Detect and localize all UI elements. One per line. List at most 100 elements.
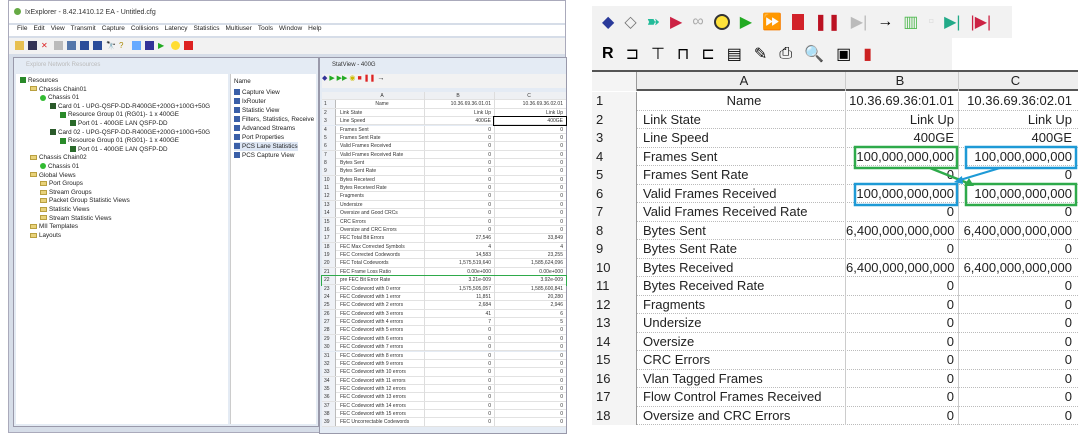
cell[interactable]: 0: [494, 351, 566, 360]
menu-multiuser[interactable]: Multiuser: [225, 25, 252, 32]
cell[interactable]: 0: [958, 166, 1078, 185]
column-header-b[interactable]: B: [424, 92, 494, 100]
menu-file[interactable]: File: [17, 25, 28, 32]
cell[interactable]: Bytes Received Rate: [340, 185, 387, 192]
clock-icon[interactable]: ◉: [349, 75, 356, 82]
cell[interactable]: Flow Control Frames Received: [643, 389, 822, 404]
tree-item[interactable]: Resource Group 01 (RG01)- 1 x 400GE: [60, 111, 179, 119]
cell[interactable]: 0: [494, 418, 566, 427]
cell[interactable]: 0: [494, 133, 566, 142]
cell[interactable]: Oversize and Good CRCs: [340, 210, 398, 217]
tree-item[interactable]: Chassis 01: [40, 94, 79, 102]
open-icon[interactable]: [15, 41, 24, 50]
cell[interactable]: 6,400,000,000,000: [845, 258, 958, 277]
cell[interactable]: 33,849: [494, 234, 566, 243]
tree-item[interactable]: Chassis 01: [40, 163, 79, 171]
cell[interactable]: 0: [494, 192, 566, 201]
cell[interactable]: Link Up: [845, 110, 958, 129]
cell[interactable]: Link State: [340, 109, 363, 116]
cell[interactable]: 41: [424, 309, 494, 318]
cell[interactable]: 0: [845, 277, 958, 296]
cell[interactable]: 6,400,000,000,000: [958, 258, 1078, 277]
cell[interactable]: FEC Uncorrectable Codewords: [340, 419, 410, 426]
cell[interactable]: 0: [845, 240, 958, 259]
columns-icon[interactable]: [93, 41, 102, 50]
table-icon[interactable]: [132, 41, 141, 50]
cell[interactable]: 0: [424, 167, 494, 176]
grid-icon[interactable]: [80, 41, 89, 50]
clear-icon[interactable]: ◇: [624, 14, 637, 31]
cell[interactable]: 0: [424, 209, 494, 218]
cell[interactable]: 10.36.69.36.02.01: [494, 100, 566, 109]
column-header-c[interactable]: C: [958, 72, 1078, 91]
cell[interactable]: 0: [845, 314, 958, 333]
cell[interactable]: FEC Frame Loss Ratio: [340, 268, 391, 275]
tree-item[interactable]: Statistic Views: [40, 206, 89, 214]
cell[interactable]: pre FEC Bit Error Rate: [340, 277, 391, 284]
cell[interactable]: 0: [424, 192, 494, 201]
view-item-port-properties[interactable]: Port Properties: [234, 133, 284, 142]
cell[interactable]: Line Speed: [340, 118, 366, 125]
print-icon[interactable]: ⎙: [779, 45, 793, 62]
tree-item[interactable]: Port Groups: [40, 180, 83, 188]
cell[interactable]: 0: [424, 326, 494, 335]
view-item-ixrouter[interactable]: IxRouter: [234, 97, 266, 106]
stop-icon[interactable]: ■ ❚❚: [357, 75, 376, 82]
cell[interactable]: 0: [494, 359, 566, 368]
cell[interactable]: 1,575,505,057: [424, 284, 494, 293]
cell[interactable]: 0: [958, 203, 1078, 222]
cell[interactable]: 0: [958, 240, 1078, 259]
cell[interactable]: FEC Codeword with 10 errors: [340, 369, 406, 376]
cell[interactable]: 0: [494, 125, 566, 134]
cell[interactable]: FEC Codeword with 14 errors: [340, 402, 406, 409]
cell[interactable]: 0: [845, 203, 958, 222]
cell[interactable]: 3.92e-009: [494, 276, 566, 285]
save-icon[interactable]: [28, 41, 37, 50]
cell[interactable]: 0: [424, 334, 494, 343]
cell[interactable]: 0: [424, 142, 494, 151]
columns-icon[interactable]: ▥: [903, 14, 919, 31]
delete-icon[interactable]: ✕: [41, 41, 48, 50]
merge-icon[interactable]: ⊐: [625, 46, 639, 63]
cell[interactable]: 0: [494, 401, 566, 410]
cell[interactable]: 0: [494, 368, 566, 377]
cell[interactable]: 0: [958, 406, 1078, 425]
cell[interactable]: 11,851: [424, 292, 494, 301]
cell[interactable]: 0: [958, 351, 1078, 370]
cell[interactable]: FEC Total Bit Errors: [340, 235, 385, 242]
cell[interactable]: 0: [424, 393, 494, 402]
clock-icon[interactable]: [171, 41, 180, 50]
menu-statistics[interactable]: Statistics: [193, 25, 220, 32]
cell[interactable]: Link Up: [424, 108, 494, 117]
marker-start-icon[interactable]: ▶|: [944, 14, 961, 31]
edit-icon[interactable]: ✎: [753, 46, 768, 63]
cell[interactable]: FEC Codeword with 1 error: [340, 293, 401, 300]
cell[interactable]: 2,684: [424, 301, 494, 310]
clock-icon[interactable]: [713, 14, 730, 30]
marker-end-icon[interactable]: |▶|: [970, 14, 992, 31]
cell[interactable]: Oversize: [643, 333, 695, 349]
insert-icon[interactable]: ⊏: [701, 46, 715, 63]
glasses-icon[interactable]: ∞: [692, 13, 704, 30]
cell[interactable]: 0: [494, 217, 566, 226]
cell[interactable]: Line Speed: [643, 130, 709, 145]
cell[interactable]: 0: [958, 332, 1078, 351]
column-header-a[interactable]: A: [380, 93, 384, 99]
cell[interactable]: FEC Codeword with 6 errors: [340, 335, 404, 342]
tree-item[interactable]: Layouts: [30, 232, 61, 240]
cell[interactable]: Vlan Tagged Frames: [643, 370, 763, 386]
cell[interactable]: 7: [424, 318, 494, 327]
start-icon[interactable]: ▶: [739, 14, 753, 31]
cell[interactable]: Frames Sent: [643, 148, 718, 164]
column-header-c[interactable]: C: [494, 92, 566, 100]
cell[interactable]: 0: [958, 277, 1078, 296]
cell[interactable]: 100,000,000,000: [845, 147, 958, 166]
cell[interactable]: Link Up: [958, 110, 1078, 129]
cell[interactable]: 400GE: [845, 129, 958, 148]
cell[interactable]: 0: [424, 351, 494, 360]
menu-transmit[interactable]: Transmit: [70, 25, 96, 32]
cell[interactable]: 10.36.69.36.01.01: [424, 100, 494, 109]
cell[interactable]: Valid Frames Received Rate: [643, 204, 808, 219]
cell[interactable]: FEC Codeword with 8 errors: [340, 352, 404, 359]
split-icon[interactable]: ⊤: [650, 46, 665, 63]
